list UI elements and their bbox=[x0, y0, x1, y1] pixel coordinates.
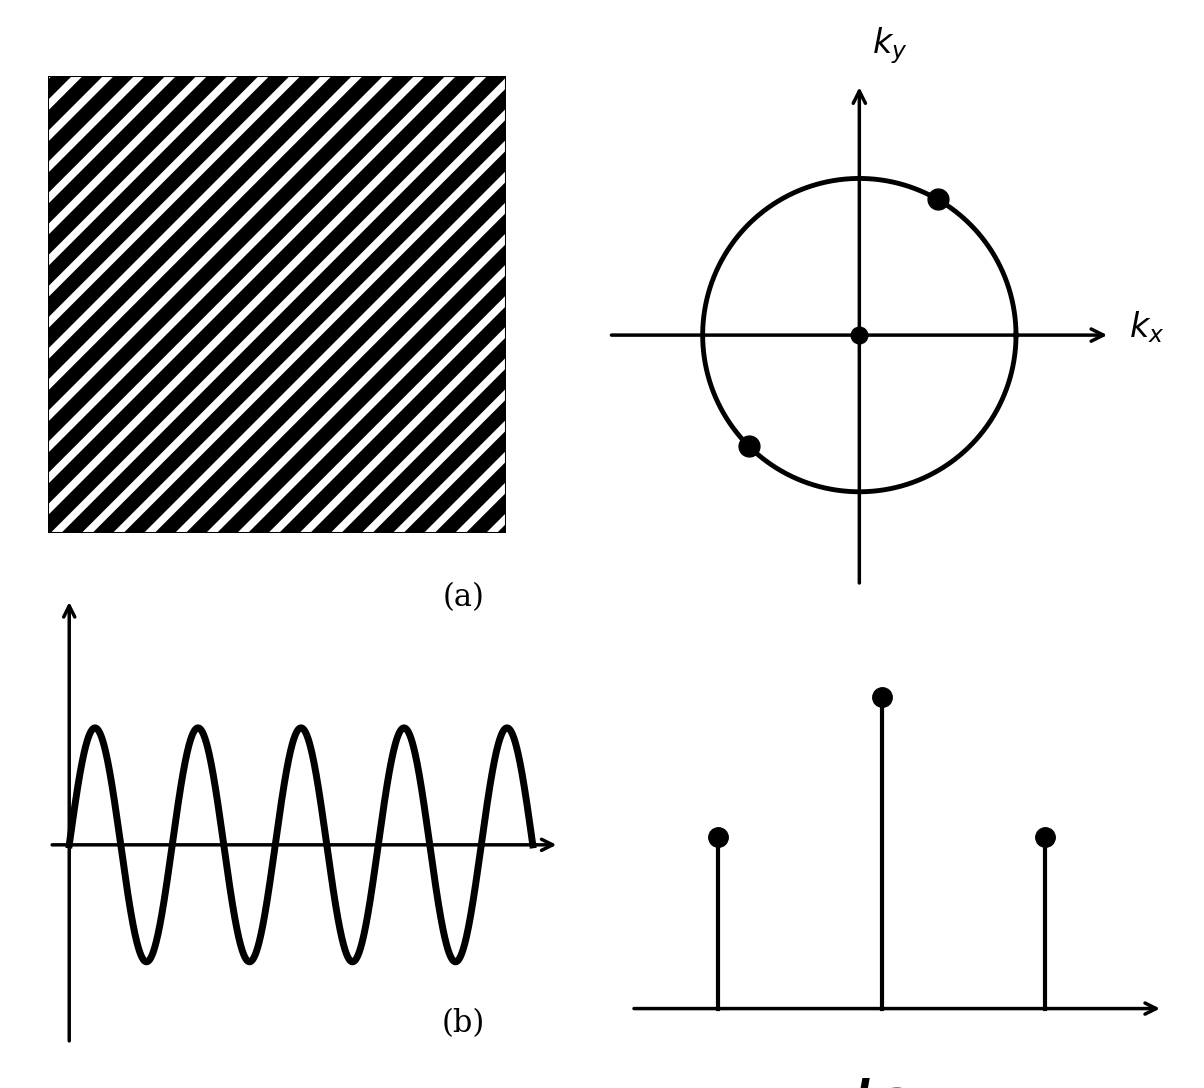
Text: $\boldsymbol{ka}$: $\boldsymbol{ka}$ bbox=[854, 1077, 909, 1088]
Text: (b): (b) bbox=[442, 1009, 485, 1039]
Text: (a): (a) bbox=[443, 582, 484, 613]
Text: $k_y$: $k_y$ bbox=[872, 25, 908, 65]
Text: $k_x$: $k_x$ bbox=[1129, 309, 1164, 345]
